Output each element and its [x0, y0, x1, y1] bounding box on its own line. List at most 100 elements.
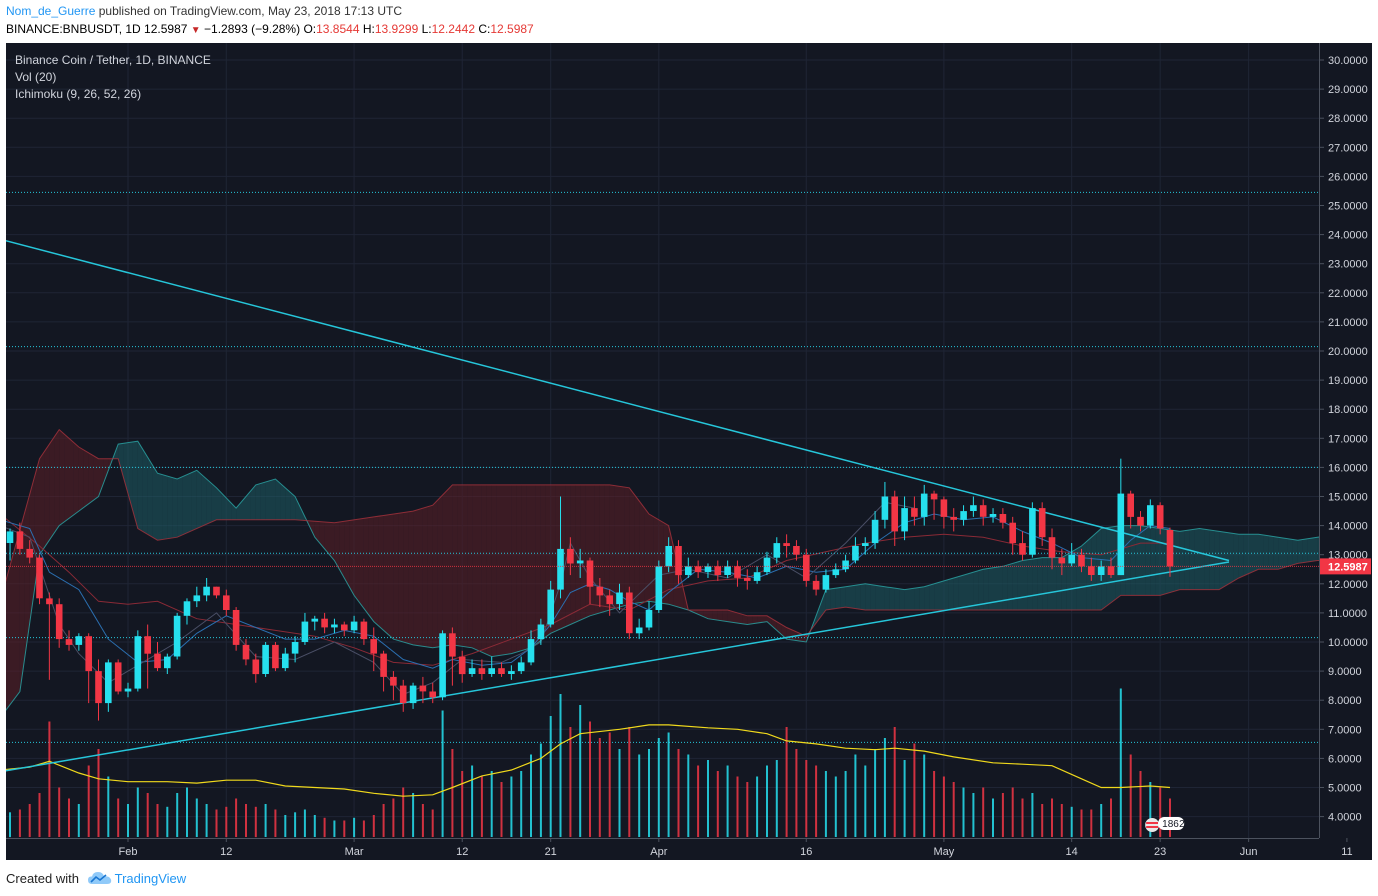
- time-tick-label: Feb: [119, 846, 138, 858]
- kumo-segment: [1199, 528, 1205, 590]
- candle: [517, 656, 525, 675]
- candle-body: [6, 531, 14, 543]
- kumo-segment: [880, 586, 885, 610]
- kumo-segment: [511, 484, 517, 654]
- candle-body: [832, 569, 840, 576]
- candle-body: [1097, 566, 1105, 575]
- volume-bar: [1060, 804, 1063, 837]
- kumo-segment: [889, 587, 895, 610]
- kumo-segment: [1238, 534, 1244, 578]
- kumo-segment: [1312, 537, 1318, 562]
- kumo-segment: [118, 443, 124, 477]
- candle: [930, 490, 938, 520]
- candle: [1078, 548, 1085, 573]
- candle: [232, 607, 240, 651]
- volume-bar: [667, 732, 670, 837]
- candle-body: [1058, 557, 1066, 564]
- candle: [803, 548, 810, 587]
- volume-bar: [598, 738, 601, 837]
- kumo-segment: [988, 567, 993, 610]
- price-tick-label: 16.0000: [1328, 462, 1368, 474]
- volume-bar: [1031, 793, 1034, 837]
- kumo-segment: [934, 582, 939, 610]
- volume-bar: [893, 727, 896, 837]
- trendline-ascending: [6, 561, 1230, 772]
- kumo-segment: [1081, 541, 1087, 610]
- candle: [242, 639, 250, 666]
- kumo-segment: [383, 514, 389, 635]
- volume-bar: [68, 798, 70, 837]
- candle: [753, 566, 761, 584]
- kumo-segment: [147, 457, 153, 538]
- kumo-segment: [1007, 563, 1013, 610]
- volume-bar: [412, 793, 415, 837]
- tradingview-link[interactable]: TradingView: [114, 871, 187, 886]
- price-tick-label: 5.0000: [1328, 783, 1362, 795]
- kumo-segment: [993, 567, 998, 610]
- candle-body: [380, 653, 387, 677]
- last-price-label: 12.5987: [144, 22, 188, 36]
- kumo-segment: [1047, 557, 1052, 610]
- down-triangle-icon: ▼: [190, 25, 201, 36]
- volume-bar: [815, 765, 818, 837]
- kumo-segment: [422, 506, 428, 648]
- candle-body: [753, 572, 761, 581]
- high-label: H:: [362, 22, 375, 36]
- candle: [488, 656, 495, 677]
- ichimoku-indicator-label[interactable]: Ichimoku (9, 26, 52, 26): [15, 87, 142, 101]
- kumo-segment: [594, 484, 600, 615]
- candle-body: [232, 610, 240, 645]
- candle: [842, 554, 849, 573]
- volume-bar: [28, 804, 31, 837]
- kumo-segment: [78, 447, 84, 512]
- footer: Created with TradingView: [6, 871, 186, 886]
- candle-body: [105, 662, 112, 704]
- candle-body: [213, 586, 220, 596]
- candle: [694, 560, 702, 578]
- volume-bar: [687, 754, 690, 837]
- volume-bar: [795, 749, 798, 837]
- kumo-segment: [821, 589, 826, 617]
- volume-bar: [982, 787, 985, 837]
- candle: [586, 557, 594, 605]
- candle-body: [1019, 543, 1026, 555]
- volume-bar: [77, 804, 80, 837]
- volume-bar: [1129, 754, 1132, 837]
- time-tick-label: Mar: [345, 846, 364, 858]
- kumo-segment: [1125, 525, 1131, 596]
- kumo-segment: [629, 487, 635, 605]
- candle: [911, 496, 918, 526]
- price-tick-label: 19.0000: [1328, 375, 1368, 387]
- volume-bar: [854, 754, 857, 837]
- kumo-segment: [998, 566, 1003, 610]
- kumo-segment: [83, 449, 89, 508]
- kumo-segment: [1302, 538, 1308, 563]
- candle-body: [852, 546, 859, 561]
- time-tick-label: Apr: [650, 846, 667, 858]
- volume-bar: [431, 809, 434, 837]
- kumo-segment: [1204, 529, 1210, 590]
- kumo-segment: [634, 494, 640, 604]
- author-link[interactable]: Nom_de_Guerre: [6, 4, 96, 18]
- price-chart[interactable]: 186 230.000029.000028.000027.000026.00002…: [6, 43, 1372, 860]
- senkou-span-a-line: [6, 440, 1372, 711]
- volume-bar: [756, 776, 759, 837]
- candle-body: [173, 615, 181, 657]
- kumo-segment: [64, 433, 69, 522]
- kumo-segment: [447, 484, 453, 646]
- kumo-segment: [894, 588, 900, 610]
- candle-body: [714, 566, 722, 575]
- chart-pane[interactable]: 186 2 30.0000 29.0000 28.0000 27.0000 26.0000 2…: [6, 43, 1372, 860]
- candle-body: [154, 653, 161, 669]
- candle: [85, 633, 92, 704]
- kumo-segment: [137, 441, 143, 532]
- candle-body: [85, 636, 92, 672]
- time-axis: Feb 12 Mar 12 21 Apr 16 May 14 23 Jun 11: [6, 838, 1372, 860]
- candle: [734, 560, 741, 587]
- low-label: L:: [421, 22, 432, 36]
- volume-indicator-label[interactable]: Vol (20): [15, 70, 57, 84]
- kumo-segment: [368, 516, 374, 622]
- price-tick-label: 11.0000: [1328, 608, 1367, 620]
- kumo-segment: [1214, 530, 1220, 590]
- candle: [1019, 531, 1026, 561]
